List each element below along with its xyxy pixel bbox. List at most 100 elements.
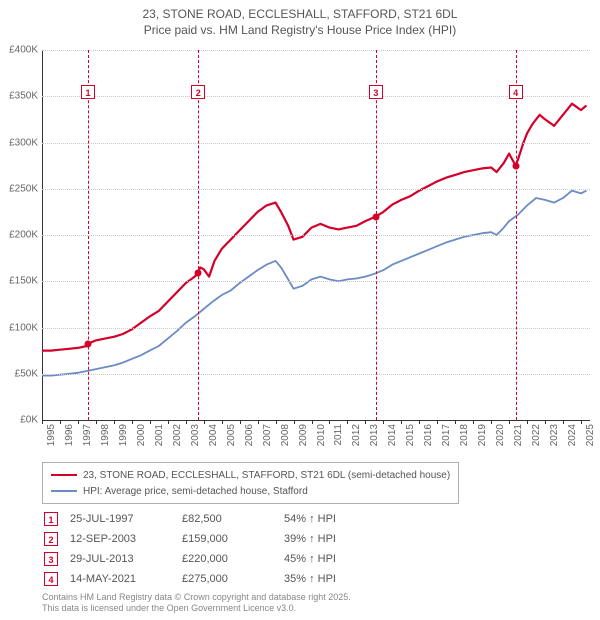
x-tick-label: 2004 [208, 424, 219, 454]
y-tick-label: £100K [2, 322, 38, 333]
sales-table-row: 212-SEP-2003£159,00039% ↑ HPI [44, 530, 346, 548]
x-tick-label: 2005 [226, 424, 237, 454]
x-tick-label: 2020 [495, 424, 506, 454]
y-tick-label: £50K [2, 368, 38, 379]
x-tick-label: 2006 [244, 424, 255, 454]
sale-date: 14-MAY-2021 [70, 570, 180, 588]
sale-date: 25-JUL-1997 [70, 510, 180, 528]
title-block: 23, STONE ROAD, ECCLESHALL, STAFFORD, ST… [0, 0, 600, 38]
x-tick-label: 2022 [531, 424, 542, 454]
sale-marker-dot [372, 213, 379, 220]
x-tick [455, 420, 456, 424]
x-tick-label: 2018 [459, 424, 470, 454]
sale-date: 29-JUL-2013 [70, 550, 180, 568]
sales-table-row: 329-JUL-2013£220,00045% ↑ HPI [44, 550, 346, 568]
legend-label: HPI: Average price, semi-detached house,… [83, 486, 308, 497]
x-tick [491, 420, 492, 424]
x-tick-label: 2001 [154, 424, 165, 454]
x-tick [419, 420, 420, 424]
x-tick-label: 1999 [118, 424, 129, 454]
sale-delta: 45% ↑ HPI [284, 550, 346, 568]
x-tick [509, 420, 510, 424]
sale-marker-box: 1 [81, 85, 95, 99]
sale-marker-box: 3 [369, 85, 383, 99]
gridline-h [42, 189, 590, 190]
x-tick [114, 420, 115, 424]
sale-price: £159,000 [182, 530, 282, 548]
y-tick-label: £200K [2, 230, 38, 241]
x-tick-label: 2007 [262, 424, 273, 454]
x-tick-label: 2019 [477, 424, 488, 454]
legend-label: 23, STONE ROAD, ECCLESHALL, STAFFORD, ST… [83, 470, 450, 481]
legend-row: HPI: Average price, semi-detached house,… [51, 483, 450, 499]
x-tick [276, 420, 277, 424]
x-tick-label: 2008 [280, 424, 291, 454]
x-tick [527, 420, 528, 424]
x-tick-label: 2025 [585, 424, 596, 454]
x-tick-label: 2003 [190, 424, 201, 454]
sale-date: 12-SEP-2003 [70, 530, 180, 548]
x-tick [581, 420, 582, 424]
y-tick-label: £150K [2, 276, 38, 287]
x-tick [383, 420, 384, 424]
x-tick [563, 420, 564, 424]
x-tick [347, 420, 348, 424]
sale-marker-box: 4 [509, 85, 523, 99]
x-tick [258, 420, 259, 424]
x-tick-label: 1998 [100, 424, 111, 454]
gridline-h [42, 235, 590, 236]
x-tick [437, 420, 438, 424]
sale-marker-line [516, 50, 517, 420]
footnote-line-2: This data is licensed under the Open Gov… [42, 603, 351, 614]
x-tick-label: 2023 [549, 424, 560, 454]
x-tick-label: 2024 [567, 424, 578, 454]
sale-marker-line [88, 50, 89, 420]
x-tick [294, 420, 295, 424]
sale-number-box: 4 [44, 572, 58, 586]
sale-price: £220,000 [182, 550, 282, 568]
gridline-h [42, 143, 590, 144]
x-tick [365, 420, 366, 424]
sale-delta: 35% ↑ HPI [284, 570, 346, 588]
x-tick [96, 420, 97, 424]
gridline-h [42, 281, 590, 282]
chart-container: 23, STONE ROAD, ECCLESHALL, STAFFORD, ST… [0, 0, 600, 620]
x-tick [204, 420, 205, 424]
x-tick-label: 2021 [513, 424, 524, 454]
x-tick [401, 420, 402, 424]
gridline-h [42, 50, 590, 51]
x-tick [60, 420, 61, 424]
x-tick [168, 420, 169, 424]
x-tick-label: 2010 [316, 424, 327, 454]
sale-marker-line [198, 50, 199, 420]
y-tick-label: £300K [2, 137, 38, 148]
x-tick [186, 420, 187, 424]
x-tick [473, 420, 474, 424]
x-tick [312, 420, 313, 424]
title-line-2: Price paid vs. HM Land Registry's House … [0, 22, 600, 38]
x-tick-label: 2011 [333, 424, 344, 454]
title-line-1: 23, STONE ROAD, ECCLESHALL, STAFFORD, ST… [0, 6, 600, 22]
x-tick-label: 2014 [387, 424, 398, 454]
sale-marker-box: 2 [191, 85, 205, 99]
x-tick [150, 420, 151, 424]
x-tick [78, 420, 79, 424]
legend-swatch [51, 474, 77, 476]
x-tick [240, 420, 241, 424]
y-tick-label: £0K [2, 415, 38, 426]
legend: 23, STONE ROAD, ECCLESHALL, STAFFORD, ST… [42, 462, 459, 504]
x-tick-label: 2016 [423, 424, 434, 454]
gridline-h [42, 328, 590, 329]
sales-table: 125-JUL-1997£82,50054% ↑ HPI212-SEP-2003… [42, 508, 348, 590]
gridline-h [42, 374, 590, 375]
footnote-line-1: Contains HM Land Registry data © Crown c… [42, 592, 351, 603]
x-tick [222, 420, 223, 424]
chart-area: £0K£50K£100K£150K£200K£250K£300K£350K£40… [42, 50, 590, 420]
sale-number-box: 1 [44, 512, 58, 526]
series-hpi [42, 191, 586, 376]
sales-table-row: 414-MAY-2021£275,00035% ↑ HPI [44, 570, 346, 588]
sale-marker-dot [512, 162, 519, 169]
x-tick-label: 2012 [351, 424, 362, 454]
x-tick-label: 2009 [298, 424, 309, 454]
sale-marker-line [376, 50, 377, 420]
